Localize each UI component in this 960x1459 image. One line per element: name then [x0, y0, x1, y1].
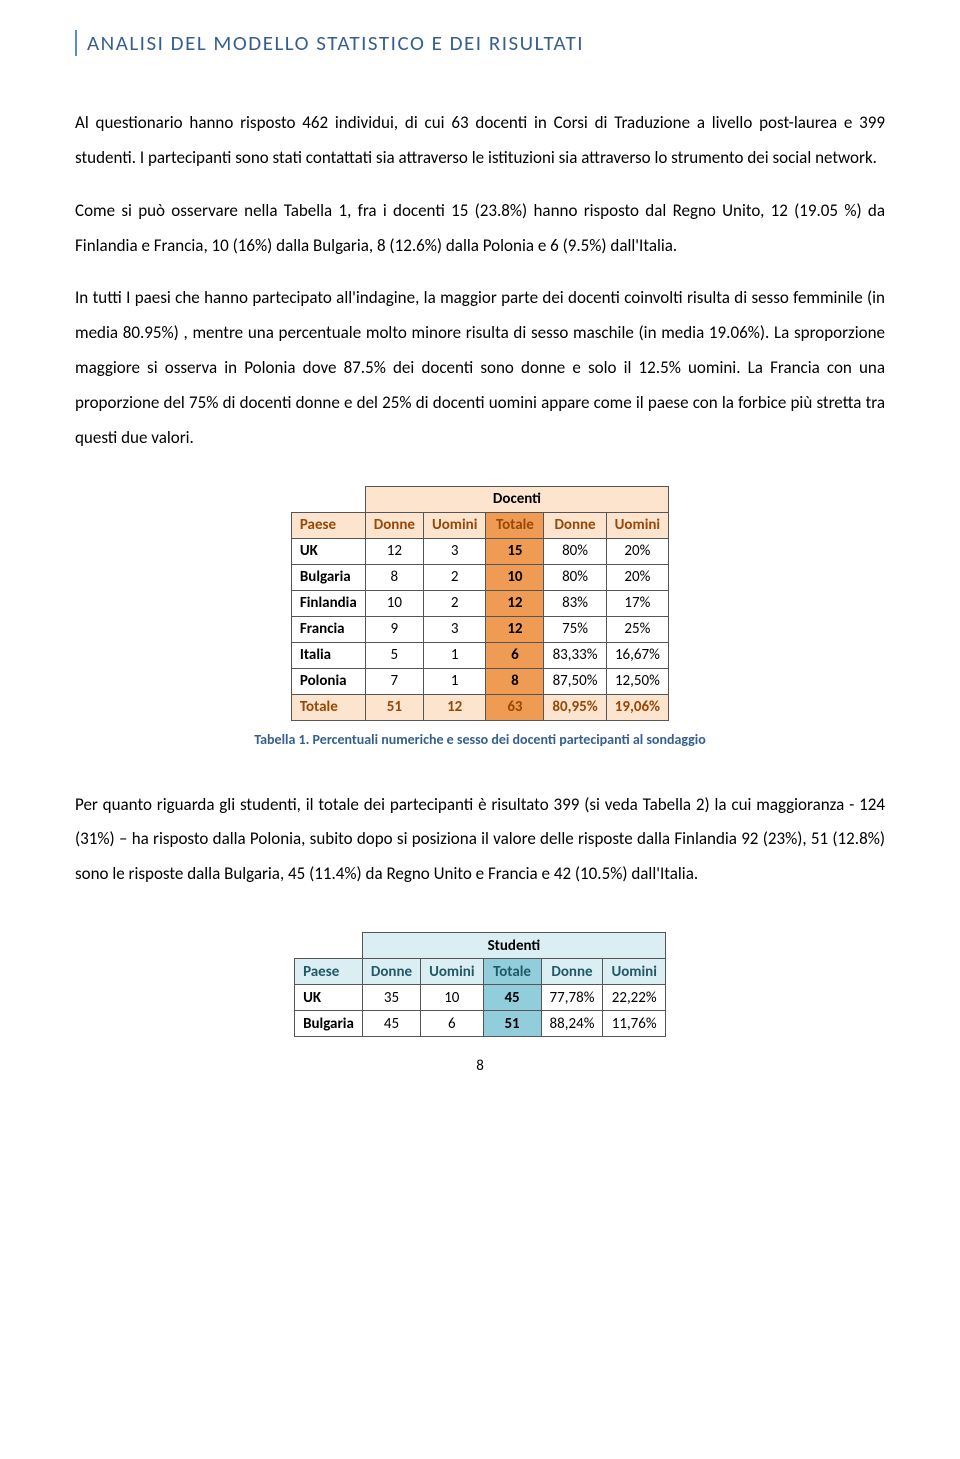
col-header: Uomini	[421, 959, 483, 985]
cell: 75%	[544, 616, 606, 642]
empty-cell	[295, 933, 363, 959]
col-header: Donne	[544, 512, 606, 538]
table-title: Docenti	[365, 486, 668, 512]
cell: 15	[486, 538, 544, 564]
cell: 20%	[606, 538, 668, 564]
row-label: Totale	[291, 694, 365, 720]
table-row: UK 35 10 45 77,78% 22,22%	[295, 985, 666, 1011]
cell: 10	[421, 985, 483, 1011]
cell: 83%	[544, 590, 606, 616]
table-studenti: Studenti Paese Donne Uomini Totale Donne…	[294, 932, 666, 1037]
paragraph-2: Come si può osservare nella Tabella 1, f…	[75, 194, 885, 264]
cell: 83,33%	[544, 642, 606, 668]
cell: 12	[486, 616, 544, 642]
cell: 3	[423, 616, 485, 642]
table-docenti: Docenti Paese Donne Uomini Totale Donne …	[291, 486, 669, 721]
table-row: UK 12 3 15 80% 20%	[291, 538, 668, 564]
table-1-caption: Tabella 1. Percentuali numeriche e sesso…	[75, 731, 885, 748]
cell: 8	[365, 564, 423, 590]
cell: 88,24%	[541, 1011, 603, 1037]
table-row: Bulgaria 8 2 10 80% 20%	[291, 564, 668, 590]
row-label: Polonia	[291, 668, 365, 694]
cell: 51	[365, 694, 423, 720]
table-row: Francia 9 3 12 75% 25%	[291, 616, 668, 642]
cell: 2	[423, 564, 485, 590]
table-1-wrap: Docenti Paese Donne Uomini Totale Donne …	[75, 486, 885, 721]
col-header: Totale	[483, 959, 541, 985]
cell: 2	[423, 590, 485, 616]
cell: 1	[423, 642, 485, 668]
cell: 11,76%	[603, 1011, 665, 1037]
col-header: Paese	[291, 512, 365, 538]
table-row: Studenti	[295, 933, 666, 959]
table-row: Italia 5 1 6 83,33% 16,67%	[291, 642, 668, 668]
cell: 9	[365, 616, 423, 642]
cell: 6	[486, 642, 544, 668]
row-label: Francia	[291, 616, 365, 642]
paragraph-3: In tutti I paesi che hanno partecipato a…	[75, 281, 885, 455]
table-row: Docenti	[291, 486, 668, 512]
cell: 12	[486, 590, 544, 616]
cell: 16,67%	[606, 642, 668, 668]
cell: 6	[421, 1011, 483, 1037]
cell: 25%	[606, 616, 668, 642]
row-label: Italia	[291, 642, 365, 668]
row-label: Finlandia	[291, 590, 365, 616]
table-row: Bulgaria 45 6 51 88,24% 11,76%	[295, 1011, 666, 1037]
cell: 12	[423, 694, 485, 720]
row-label: Bulgaria	[291, 564, 365, 590]
cell: 51	[483, 1011, 541, 1037]
paragraph-1: Al questionario hanno risposto 462 indiv…	[75, 106, 885, 176]
cell: 17%	[606, 590, 668, 616]
cell: 22,22%	[603, 985, 665, 1011]
col-header: Donne	[362, 959, 420, 985]
row-label: UK	[291, 538, 365, 564]
cell: 80%	[544, 538, 606, 564]
cell: 3	[423, 538, 485, 564]
table-row: Paese Donne Uomini Totale Donne Uomini	[295, 959, 666, 985]
col-header: Donne	[541, 959, 603, 985]
cell: 10	[486, 564, 544, 590]
row-label: UK	[295, 985, 363, 1011]
col-header: Uomini	[423, 512, 485, 538]
cell: 5	[365, 642, 423, 668]
section-header: ANALISI DEL MODELLO STATISTICO E DEI RIS…	[75, 30, 885, 56]
table-total-row: Totale 51 12 63 80,95% 19,06%	[291, 694, 668, 720]
cell: 7	[365, 668, 423, 694]
col-header: Totale	[486, 512, 544, 538]
cell: 19,06%	[606, 694, 668, 720]
table-title: Studenti	[362, 933, 665, 959]
cell: 10	[365, 590, 423, 616]
col-header: Donne	[365, 512, 423, 538]
table-row: Finlandia 10 2 12 83% 17%	[291, 590, 668, 616]
cell: 77,78%	[541, 985, 603, 1011]
cell: 87,50%	[544, 668, 606, 694]
table-row: Paese Donne Uomini Totale Donne Uomini	[291, 512, 668, 538]
col-header: Paese	[295, 959, 363, 985]
page-title: ANALISI DEL MODELLO STATISTICO E DEI RIS…	[87, 30, 885, 56]
cell: 12,50%	[606, 668, 668, 694]
empty-cell	[291, 486, 365, 512]
cell: 80,95%	[544, 694, 606, 720]
cell: 20%	[606, 564, 668, 590]
paragraph-4: Per quanto riguarda gli studenti, il tot…	[75, 788, 885, 893]
cell: 45	[362, 1011, 420, 1037]
cell: 8	[486, 668, 544, 694]
row-label: Bulgaria	[295, 1011, 363, 1037]
cell: 45	[483, 985, 541, 1011]
table-row: Polonia 7 1 8 87,50% 12,50%	[291, 668, 668, 694]
cell: 63	[486, 694, 544, 720]
page: ANALISI DEL MODELLO STATISTICO E DEI RIS…	[0, 0, 960, 1105]
table-2-wrap: Studenti Paese Donne Uomini Totale Donne…	[75, 932, 885, 1037]
cell: 80%	[544, 564, 606, 590]
col-header: Uomini	[606, 512, 668, 538]
cell: 12	[365, 538, 423, 564]
page-number: 8	[75, 1057, 885, 1075]
cell: 1	[423, 668, 485, 694]
cell: 35	[362, 985, 420, 1011]
col-header: Uomini	[603, 959, 665, 985]
